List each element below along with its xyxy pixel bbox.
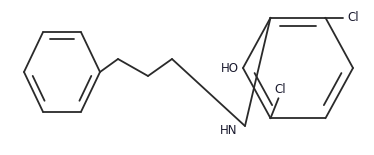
- Text: HN: HN: [220, 124, 238, 137]
- Text: Cl: Cl: [347, 11, 359, 24]
- Text: Cl: Cl: [275, 83, 286, 96]
- Text: HO: HO: [221, 62, 239, 75]
